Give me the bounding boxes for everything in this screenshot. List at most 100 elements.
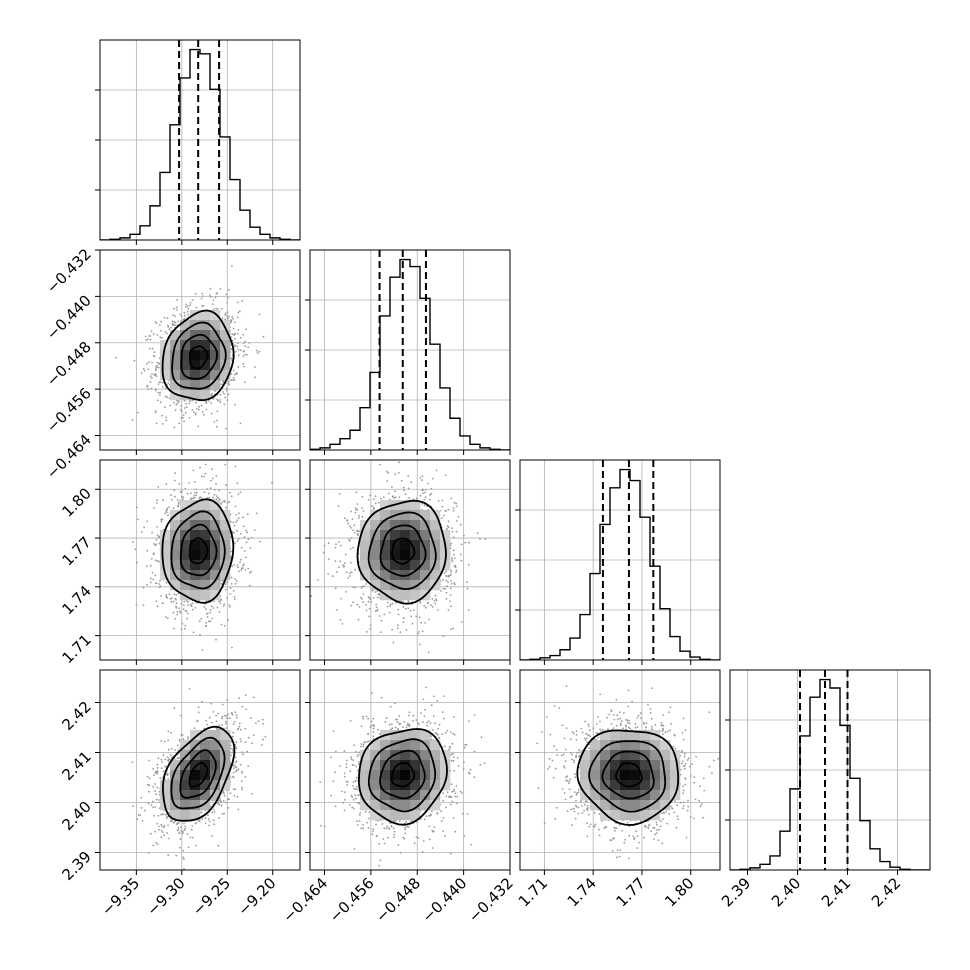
scatter-point — [241, 299, 244, 302]
scatter-point — [131, 419, 134, 421]
scatter-point — [230, 357, 232, 359]
scatter-point — [205, 624, 208, 627]
scatter-point — [224, 318, 227, 321]
scatter-point — [476, 532, 479, 535]
histogram-0 — [100, 48, 300, 240]
scatter-point — [404, 493, 407, 496]
scatter-point — [424, 488, 427, 491]
scatter-point — [243, 350, 245, 352]
scatter-point — [225, 389, 228, 392]
scatter-point — [421, 475, 424, 478]
scatter-point — [239, 533, 242, 535]
scatter-point — [151, 373, 153, 375]
scatter-point — [237, 354, 240, 357]
scatter-point — [449, 594, 452, 596]
density-cell — [210, 310, 221, 321]
scatter-point — [408, 497, 410, 499]
scatter-point — [416, 632, 419, 635]
scatter-point — [149, 338, 152, 341]
scatter-point — [174, 617, 177, 620]
scatter-point — [403, 489, 405, 492]
scatter-point — [415, 615, 418, 618]
scatter-point — [175, 602, 178, 604]
scatter-point — [150, 330, 153, 332]
scatter-point — [450, 605, 452, 608]
scatter-point — [337, 505, 340, 507]
scatter-point — [190, 497, 193, 499]
scatter-point — [375, 606, 378, 609]
scatter-point — [150, 581, 152, 584]
density-cell — [160, 550, 171, 561]
scatter-point — [159, 580, 161, 582]
scatter-point — [205, 621, 207, 624]
scatter-point — [361, 515, 364, 518]
scatter-point — [237, 538, 240, 541]
scatter-point — [327, 542, 330, 545]
density-cell — [180, 350, 191, 361]
scatter-point — [183, 407, 186, 409]
scatter-point — [156, 605, 159, 608]
scatter-point — [430, 487, 433, 490]
scatter-point — [367, 498, 370, 501]
scatter-point — [239, 349, 242, 352]
scatter-point — [200, 404, 203, 407]
scatter-point — [183, 627, 186, 630]
scatter-point — [407, 599, 410, 602]
scatter-point — [216, 292, 219, 294]
scatter-point — [184, 487, 187, 490]
scatter-point — [186, 612, 189, 615]
scatter-point — [237, 366, 240, 368]
density-cell — [210, 380, 221, 391]
scatter-point — [185, 610, 188, 613]
density-cell — [180, 320, 191, 331]
panel-frame — [309, 249, 511, 451]
scatter-point — [206, 497, 209, 499]
scatter-point — [192, 411, 195, 414]
panel-2-1 — [305, 459, 511, 665]
scatter-point — [192, 631, 195, 634]
scatter-point — [195, 494, 198, 496]
scatter-point — [209, 620, 212, 623]
scatter-point — [409, 609, 412, 612]
scatter-point — [219, 602, 222, 605]
scatter-point — [242, 342, 245, 345]
scatter-point — [145, 565, 148, 568]
scatter-point — [236, 564, 239, 566]
scatter-point — [142, 367, 145, 370]
scatter-point — [331, 575, 334, 578]
density-cell — [210, 550, 221, 561]
scatter-point — [189, 304, 192, 307]
scatter-point — [224, 314, 227, 316]
scatter-point — [226, 597, 229, 599]
scatter-point — [399, 631, 402, 634]
scatter-point — [234, 505, 237, 508]
scatter-point — [234, 465, 237, 468]
scatter-point — [152, 578, 155, 581]
scatter-point — [231, 265, 233, 267]
scatter-point — [175, 403, 178, 406]
scatter-point — [467, 563, 470, 566]
scatter-point — [373, 507, 375, 510]
scatter-point — [453, 501, 456, 504]
scatter-point — [219, 401, 222, 404]
scatter-point — [145, 339, 148, 342]
scatter-point — [197, 408, 200, 411]
scatter-point — [168, 328, 171, 331]
scatter-point — [136, 518, 139, 521]
scatter-point — [195, 401, 197, 404]
scatter-point — [225, 588, 227, 591]
scatter-point — [191, 602, 194, 605]
scatter-point — [174, 315, 177, 317]
contour-line — [170, 510, 226, 590]
density-cell — [200, 360, 211, 371]
scatter-point — [216, 398, 219, 401]
scatter-point — [173, 426, 176, 429]
scatter-point — [379, 631, 382, 634]
scatter-point — [235, 350, 237, 353]
scatter-point — [367, 596, 370, 599]
density-cell — [220, 560, 231, 571]
scatter-point — [430, 492, 433, 495]
scatter-point — [400, 479, 403, 482]
scatter-point — [154, 369, 157, 372]
scatter-point — [193, 492, 196, 494]
